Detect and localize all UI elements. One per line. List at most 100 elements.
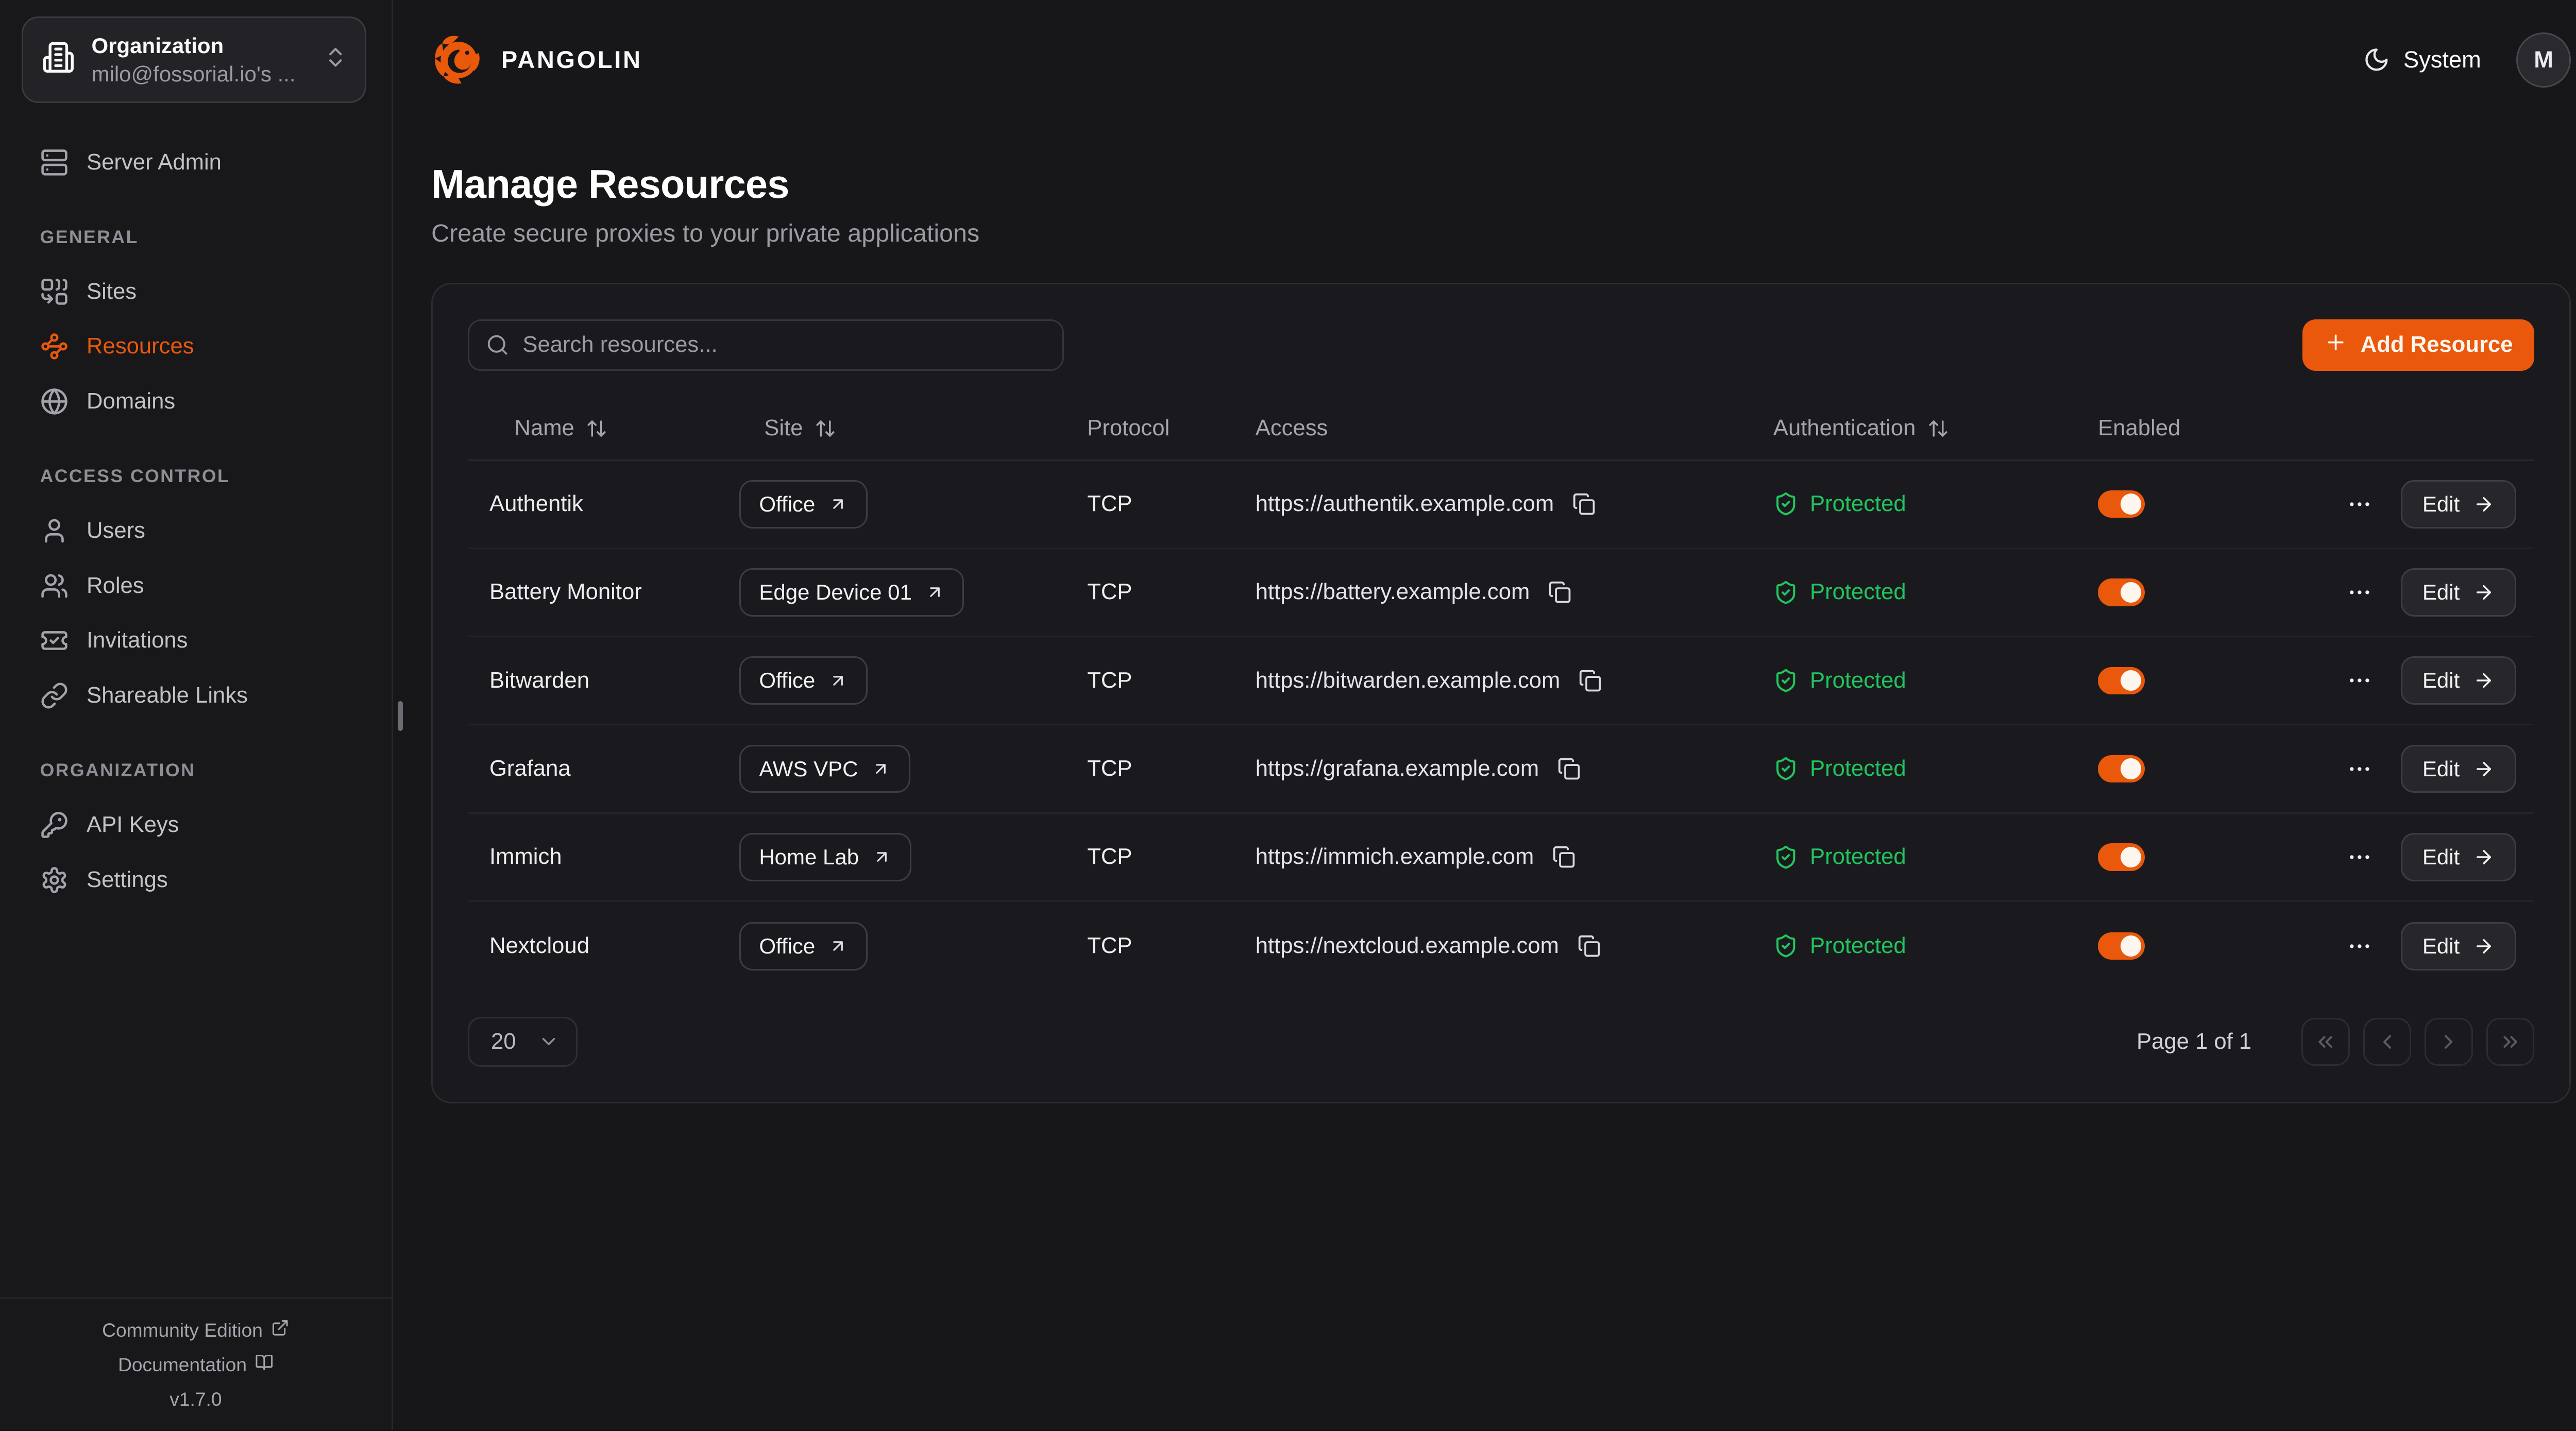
- site-link-button[interactable]: Office: [739, 656, 868, 705]
- resource-name: Immich: [489, 844, 562, 870]
- brand-name: PANGOLIN: [501, 46, 642, 74]
- sidebar-item-server-admin[interactable]: Server Admin: [0, 135, 392, 190]
- pagination-status: Page 1 of 1: [2136, 1029, 2252, 1054]
- auth-status-badge: Protected: [1809, 844, 1906, 870]
- enabled-toggle[interactable]: [2098, 755, 2145, 783]
- sites-icon: [40, 278, 69, 306]
- sidebar-item-settings[interactable]: Settings: [0, 853, 392, 908]
- add-resource-button[interactable]: Add Resource: [2302, 319, 2535, 371]
- user-avatar[interactable]: M: [2516, 32, 2571, 88]
- community-edition-link[interactable]: Community Edition: [102, 1319, 290, 1342]
- protocol: TCP: [1087, 580, 1132, 605]
- sidebar-item-shareable-links[interactable]: Shareable Links: [0, 668, 392, 723]
- topbar: PANGOLIN System M: [393, 0, 2576, 120]
- sidebar-item-users[interactable]: Users: [0, 503, 392, 558]
- user-icon: [40, 517, 69, 545]
- row-menu-button[interactable]: [2341, 486, 2378, 522]
- access-url: https://authentik.example.com: [1255, 491, 1554, 517]
- column-header-authentication[interactable]: Authentication: [1752, 416, 2076, 441]
- resources-icon: [40, 332, 69, 361]
- server-icon: [40, 148, 69, 177]
- edit-button[interactable]: Edit: [2401, 568, 2516, 617]
- card-footer: 20 Page 1 of 1: [467, 1017, 2535, 1067]
- enabled-toggle[interactable]: [2098, 843, 2145, 871]
- shield-check-icon: [1773, 491, 1798, 516]
- sidebar-item-roles[interactable]: Roles: [0, 558, 392, 614]
- first-page-button[interactable]: [2301, 1017, 2350, 1066]
- column-header-site[interactable]: Site: [718, 416, 1066, 441]
- page-subtitle: Create secure proxies to your private ap…: [431, 219, 980, 248]
- enabled-toggle[interactable]: [2098, 490, 2145, 518]
- nav-section: ORGANIZATION API Keys Settings: [0, 760, 392, 908]
- row-menu-button[interactable]: [2341, 928, 2378, 964]
- sidebar-item-domains[interactable]: Domains: [0, 374, 392, 429]
- nav-section-heading: ACCESS CONTROL: [40, 465, 230, 486]
- sidebar-item-label: Shareable Links: [87, 683, 248, 708]
- row-menu-button[interactable]: [2341, 574, 2378, 610]
- main-content: PANGOLIN System M Manage Resources Creat…: [393, 0, 2576, 1430]
- edit-button[interactable]: Edit: [2401, 744, 2516, 793]
- protocol: TCP: [1087, 491, 1132, 517]
- row-menu-button[interactable]: [2341, 662, 2378, 699]
- sidebar-item-resources[interactable]: Resources: [0, 319, 392, 374]
- chevrons-up-down-icon: [323, 45, 348, 75]
- sidebar-item-api-keys[interactable]: API Keys: [0, 797, 392, 853]
- access-url: https://bitwarden.example.com: [1255, 668, 1561, 693]
- auth-status-badge: Protected: [1809, 933, 1906, 959]
- enabled-toggle[interactable]: [2098, 667, 2145, 694]
- copy-url-button[interactable]: [1575, 666, 1605, 695]
- sidebar-nav: Server Admin GENERAL Sites Resources Domains…: [0, 103, 392, 1297]
- sidebar-resize-handle[interactable]: [398, 701, 403, 731]
- edit-button[interactable]: Edit: [2401, 833, 2516, 881]
- copy-url-button[interactable]: [1545, 577, 1574, 607]
- pangolin-logo-icon: [431, 32, 486, 88]
- copy-url-button[interactable]: [1554, 754, 1584, 784]
- table-row: Battery Monitor Edge Device 01 TCP https://…: [467, 549, 2535, 638]
- copy-url-button[interactable]: [1574, 931, 1604, 961]
- row-menu-button[interactable]: [2341, 839, 2378, 875]
- site-link-button[interactable]: Office: [739, 922, 868, 970]
- column-header-name[interactable]: Name: [468, 416, 718, 441]
- last-page-button[interactable]: [2486, 1017, 2535, 1066]
- site-link-button[interactable]: AWS VPC: [739, 744, 911, 793]
- arrow-right-icon: [2473, 670, 2495, 691]
- site-link-button[interactable]: Edge Device 01: [739, 568, 964, 617]
- sidebar-item-label: Resources: [87, 334, 194, 359]
- search-input[interactable]: [522, 332, 1046, 358]
- column-header-access: Access: [1255, 416, 1328, 441]
- protocol: TCP: [1087, 756, 1132, 781]
- enabled-toggle[interactable]: [2098, 932, 2145, 960]
- page-size-select[interactable]: 20: [467, 1017, 578, 1067]
- resource-name: Battery Monitor: [489, 580, 642, 605]
- auth-status-badge: Protected: [1809, 580, 1906, 605]
- edit-button[interactable]: Edit: [2401, 656, 2516, 705]
- theme-label: System: [2403, 46, 2481, 73]
- sidebar-item-label: Users: [87, 518, 145, 543]
- arrow-right-icon: [2473, 846, 2495, 868]
- search-box: [467, 319, 1064, 371]
- row-menu-button[interactable]: [2341, 751, 2378, 787]
- access-url: https://nextcloud.example.com: [1255, 933, 1559, 959]
- site-link-button[interactable]: Office: [739, 480, 868, 529]
- copy-url-button[interactable]: [1569, 489, 1599, 519]
- site-link-button[interactable]: Home Lab: [739, 833, 911, 881]
- edit-button[interactable]: Edit: [2401, 922, 2516, 970]
- documentation-link[interactable]: Documentation: [118, 1353, 274, 1376]
- shield-check-icon: [1773, 580, 1798, 605]
- arrow-right-icon: [2473, 935, 2495, 957]
- sidebar-item-invitations[interactable]: Invitations: [0, 614, 392, 669]
- org-switcher[interactable]: Organization milo@fossorial.io's ...: [22, 16, 367, 104]
- copy-url-button[interactable]: [1549, 842, 1579, 872]
- edit-button[interactable]: Edit: [2401, 480, 2516, 529]
- link-icon: [40, 682, 69, 710]
- enabled-toggle[interactable]: [2098, 578, 2145, 606]
- sidebar-item-label: Sites: [87, 279, 137, 304]
- protocol: TCP: [1087, 933, 1132, 959]
- prev-page-button[interactable]: [2363, 1017, 2412, 1066]
- arrow-up-down-icon: [815, 418, 836, 439]
- sidebar-item-sites[interactable]: Sites: [0, 264, 392, 319]
- theme-selector[interactable]: System: [2363, 46, 2481, 73]
- next-page-button[interactable]: [2425, 1017, 2473, 1066]
- org-switcher-label: Organization: [91, 33, 224, 58]
